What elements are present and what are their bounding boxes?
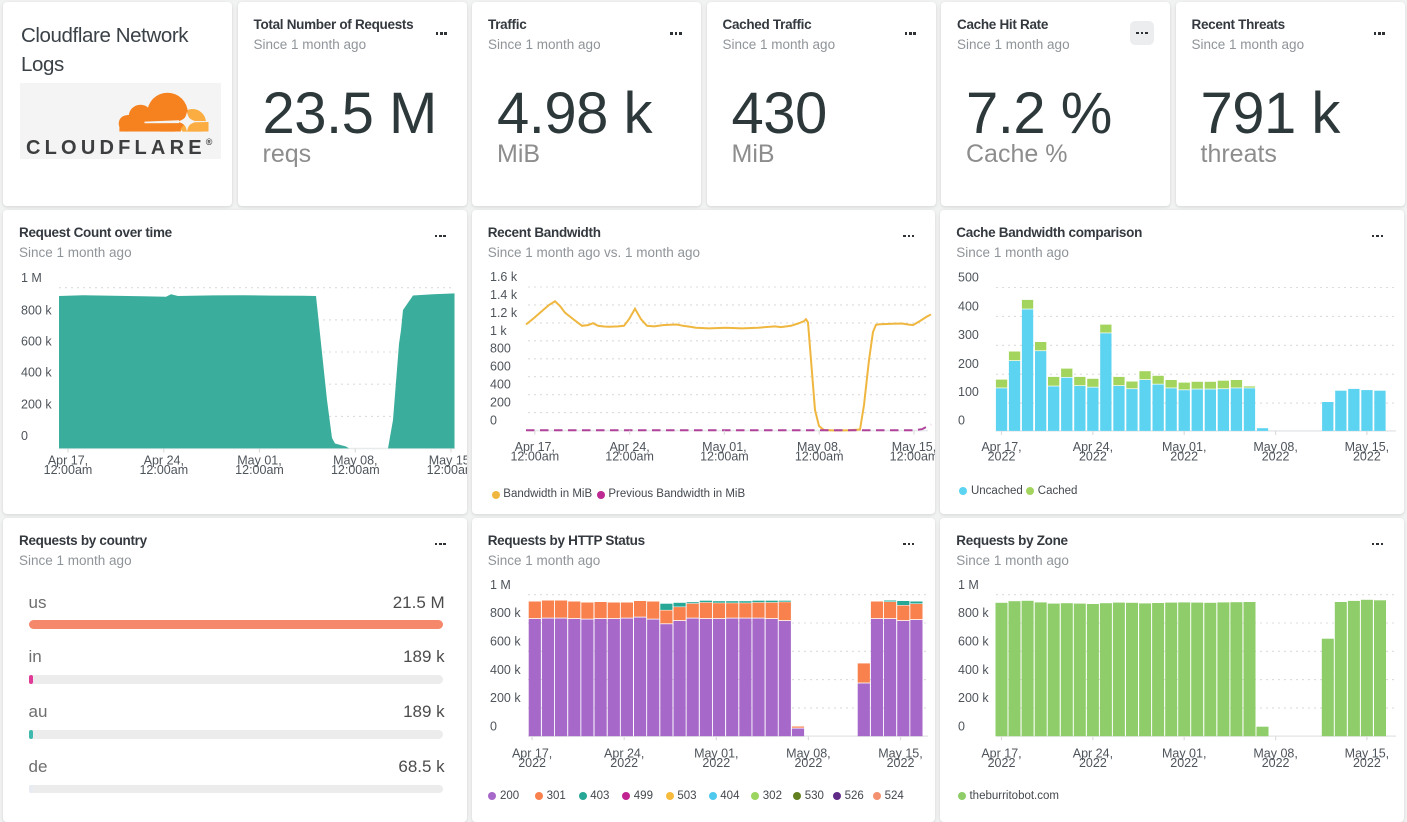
svg-text:400: 400 bbox=[958, 299, 979, 313]
svg-text:1 M: 1 M bbox=[21, 271, 42, 285]
svg-text:200: 200 bbox=[958, 357, 979, 371]
svg-text:May 01,: May 01, bbox=[1162, 747, 1206, 761]
svg-text:May 08,: May 08, bbox=[797, 440, 841, 454]
svg-text:500: 500 bbox=[958, 271, 979, 285]
svg-text:2022: 2022 bbox=[1079, 450, 1107, 464]
svg-text:2022: 2022 bbox=[1079, 756, 1107, 770]
svg-text:600 k: 600 k bbox=[490, 635, 521, 649]
svg-text:600: 600 bbox=[490, 360, 511, 374]
svg-text:12:00am: 12:00am bbox=[139, 463, 188, 477]
svg-text:12:00am: 12:00am bbox=[605, 450, 654, 464]
svg-text:100: 100 bbox=[958, 385, 979, 399]
svg-text:800: 800 bbox=[490, 342, 511, 356]
svg-text:Apr 17,: Apr 17, bbox=[514, 440, 554, 454]
svg-text:Apr 24,: Apr 24, bbox=[1073, 747, 1113, 761]
svg-text:12:00am: 12:00am bbox=[427, 463, 467, 477]
svg-text:Apr 17,: Apr 17, bbox=[512, 747, 552, 761]
svg-text:1.6 k: 1.6 k bbox=[490, 270, 518, 284]
svg-text:Apr 24,: Apr 24, bbox=[604, 747, 644, 761]
svg-text:200 k: 200 k bbox=[958, 691, 989, 705]
svg-text:1.4 k: 1.4 k bbox=[490, 288, 518, 302]
svg-text:12:00am: 12:00am bbox=[331, 463, 380, 477]
svg-text:2022: 2022 bbox=[1353, 450, 1381, 464]
svg-text:0: 0 bbox=[490, 413, 497, 427]
svg-text:May 15,: May 15, bbox=[1345, 440, 1389, 454]
svg-text:800 k: 800 k bbox=[958, 606, 989, 620]
svg-text:2022: 2022 bbox=[702, 756, 730, 770]
svg-text:2022: 2022 bbox=[1171, 450, 1199, 464]
svg-text:2022: 2022 bbox=[1262, 756, 1290, 770]
svg-text:12:00am: 12:00am bbox=[235, 463, 284, 477]
svg-text:400 k: 400 k bbox=[21, 366, 52, 380]
svg-text:2022: 2022 bbox=[1171, 756, 1199, 770]
svg-text:12:00am: 12:00am bbox=[889, 450, 935, 464]
svg-text:May 15,: May 15, bbox=[429, 454, 467, 468]
svg-text:2022: 2022 bbox=[988, 450, 1016, 464]
svg-text:2022: 2022 bbox=[886, 756, 914, 770]
svg-text:Apr 17,: Apr 17, bbox=[982, 747, 1022, 761]
svg-text:300: 300 bbox=[958, 328, 979, 342]
svg-text:Apr 24,: Apr 24, bbox=[1073, 440, 1113, 454]
svg-text:May 15,: May 15, bbox=[1345, 747, 1389, 761]
svg-text:12:00am: 12:00am bbox=[795, 450, 844, 464]
svg-text:0: 0 bbox=[958, 414, 965, 428]
svg-text:1.2 k: 1.2 k bbox=[490, 306, 518, 320]
svg-text:1 k: 1 k bbox=[490, 324, 507, 338]
svg-text:2022: 2022 bbox=[988, 756, 1016, 770]
svg-text:0: 0 bbox=[958, 719, 965, 733]
svg-text:600 k: 600 k bbox=[21, 335, 52, 349]
svg-text:May 08,: May 08, bbox=[1254, 440, 1298, 454]
svg-text:Apr 24,: Apr 24, bbox=[609, 440, 649, 454]
svg-text:May 01,: May 01, bbox=[702, 440, 746, 454]
svg-text:Apr 24,: Apr 24, bbox=[144, 454, 184, 468]
svg-text:2022: 2022 bbox=[518, 756, 546, 770]
svg-text:12:00am: 12:00am bbox=[510, 450, 559, 464]
svg-text:Apr 17,: Apr 17, bbox=[982, 440, 1022, 454]
svg-text:2022: 2022 bbox=[1353, 756, 1381, 770]
svg-text:1 M: 1 M bbox=[490, 578, 511, 592]
svg-text:1 M: 1 M bbox=[958, 578, 979, 592]
svg-text:May 08,: May 08, bbox=[1254, 747, 1298, 761]
svg-text:May 08,: May 08, bbox=[333, 454, 377, 468]
svg-text:Apr 17,: Apr 17, bbox=[48, 454, 88, 468]
svg-text:200: 200 bbox=[490, 396, 511, 410]
svg-text:12:00am: 12:00am bbox=[44, 463, 93, 477]
svg-text:600 k: 600 k bbox=[958, 635, 989, 649]
svg-text:200 k: 200 k bbox=[490, 691, 521, 705]
svg-text:12:00am: 12:00am bbox=[700, 450, 749, 464]
svg-text:2022: 2022 bbox=[1262, 450, 1290, 464]
svg-text:May 01,: May 01, bbox=[1162, 440, 1206, 454]
svg-text:800 k: 800 k bbox=[21, 304, 52, 318]
svg-text:May 01,: May 01, bbox=[237, 454, 281, 468]
svg-text:400 k: 400 k bbox=[958, 663, 989, 677]
svg-text:200 k: 200 k bbox=[21, 398, 52, 412]
svg-text:0: 0 bbox=[490, 719, 497, 733]
svg-text:2022: 2022 bbox=[610, 756, 638, 770]
svg-text:800 k: 800 k bbox=[490, 606, 521, 620]
svg-text:May 15,: May 15, bbox=[891, 440, 935, 454]
svg-text:400: 400 bbox=[490, 378, 511, 392]
svg-text:May 08,: May 08, bbox=[786, 747, 830, 761]
svg-text:2022: 2022 bbox=[794, 756, 822, 770]
svg-text:400 k: 400 k bbox=[490, 663, 521, 677]
svg-text:May 01,: May 01, bbox=[694, 747, 738, 761]
svg-text:May 15,: May 15, bbox=[878, 747, 922, 761]
svg-text:0: 0 bbox=[21, 429, 28, 443]
